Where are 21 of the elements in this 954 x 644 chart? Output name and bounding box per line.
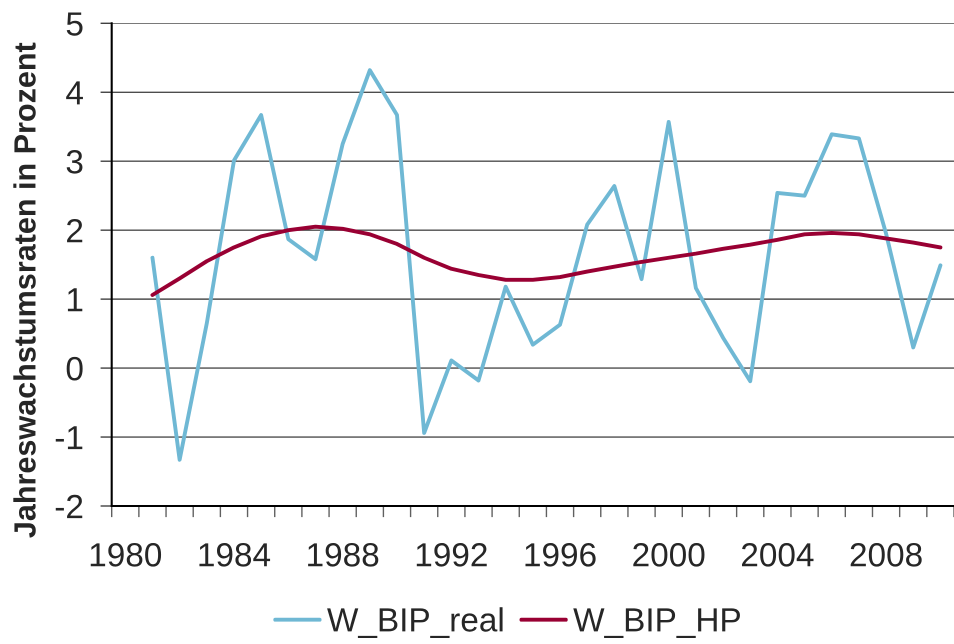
x-tick-label: 1988: [308, 542, 378, 567]
legend-label: W_BIP_HP: [573, 608, 740, 638]
y-tick-label: 5: [66, 12, 83, 36]
x-tick-label: 2004: [742, 542, 814, 567]
x-tick-label: 1992: [416, 542, 487, 567]
line-series: [150, 68, 942, 462]
y-tick-label: 2: [67, 218, 82, 242]
x-tick-label: 1980: [90, 542, 162, 567]
y-tick-label: 1: [68, 288, 82, 312]
line-series: [150, 224, 942, 297]
y-axis-title: Jahreswachstumsraten in Prozent: [13, 42, 36, 538]
legend-label: W_BIP_real: [327, 607, 503, 638]
y-tick-label: 3: [66, 150, 82, 174]
x-tick-label: 2008: [850, 542, 922, 567]
y-tick-label: -1: [56, 426, 82, 450]
x-tick-label: 1984: [199, 542, 270, 567]
x-tick-label: 1996: [525, 542, 596, 567]
y-tick-label: 4: [66, 81, 83, 104]
y-tick-label: -2: [56, 494, 82, 518]
y-tick-label: 0: [66, 356, 83, 380]
x-tick-label: 2000: [633, 542, 704, 567]
